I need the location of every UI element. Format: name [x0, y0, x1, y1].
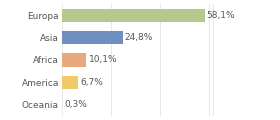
Bar — [62, 9, 205, 22]
Text: 58,1%: 58,1% — [207, 11, 235, 20]
Text: 6,7%: 6,7% — [80, 78, 103, 87]
Text: 0,3%: 0,3% — [64, 100, 87, 109]
Text: 10,1%: 10,1% — [88, 55, 117, 64]
Bar — [62, 53, 87, 67]
Bar — [62, 31, 123, 44]
Bar — [62, 76, 78, 89]
Text: 24,8%: 24,8% — [125, 33, 153, 42]
